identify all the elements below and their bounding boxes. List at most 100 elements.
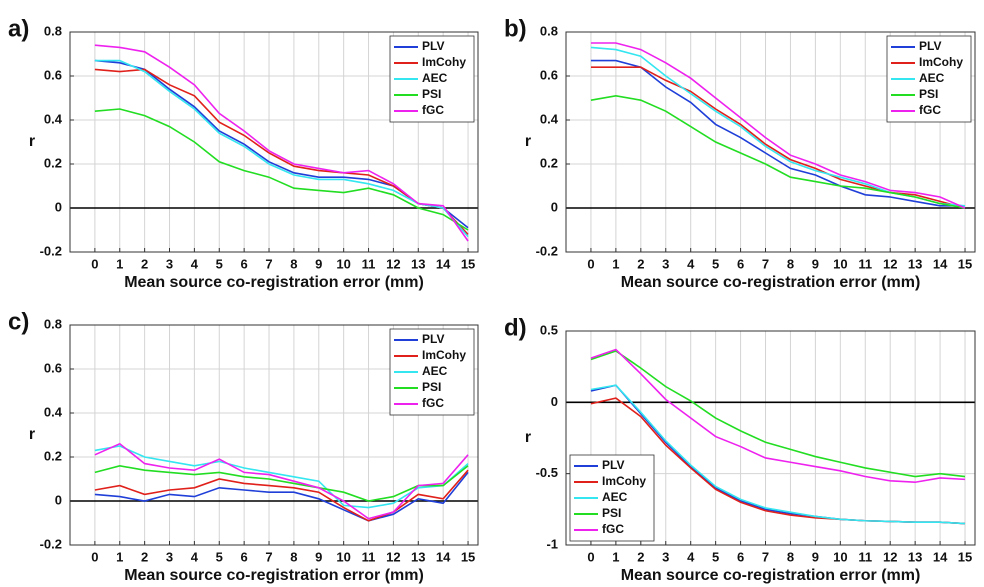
x-tick-label: 13 xyxy=(908,549,922,564)
subplot: -0.200.20.40.60.80 1 2 3 4 5 6 7 8 9 10 11 12 13 14 15b… xyxy=(504,15,976,291)
x-tick-label: 12 xyxy=(386,549,400,564)
legend-label: ImCohy xyxy=(602,474,646,488)
x-tick-label: 8 xyxy=(290,256,297,271)
x-tick-label: 3 xyxy=(166,549,173,564)
subplot: -1-0.500.50 1 2 3 4 5 6 7 8 9 10 11 12 13 14 15d)rMean … xyxy=(504,314,976,584)
x-tick-label: 9 xyxy=(812,256,819,271)
y-tick-label: -1 xyxy=(546,536,558,551)
x-tick-label: 1 xyxy=(612,549,619,564)
x-tick-label: 11 xyxy=(858,256,872,271)
x-tick-label: 3 xyxy=(166,256,173,271)
x-tick-label: 6 xyxy=(241,549,248,564)
legend-label: PSI xyxy=(602,506,621,520)
y-tick-label: 0.6 xyxy=(44,67,62,82)
x-axis-label: Mean source co-registration error (mm) xyxy=(621,567,921,584)
x-tick-label: 0 xyxy=(91,549,98,564)
axes-frame xyxy=(69,31,479,253)
x-tick-label: 6 xyxy=(737,549,744,564)
legend-label: PSI xyxy=(422,87,441,101)
x-tick-label: 12 xyxy=(386,256,400,271)
series-line xyxy=(94,59,469,238)
series-line xyxy=(590,94,966,209)
subplot: -0.200.20.40.60.80 1 2 3 4 5 6 7 8 9 10 11 12 13 14 15a… xyxy=(8,15,479,291)
x-tick-label: 15 xyxy=(461,256,475,271)
legend-label: AEC xyxy=(919,71,945,85)
y-tick-label: 0 xyxy=(551,394,558,409)
x-tick-label: 4 xyxy=(191,549,199,564)
legend-label: ImCohy xyxy=(422,348,466,362)
x-tick-label: 14 xyxy=(436,256,451,271)
x-tick-label: 10 xyxy=(833,256,847,271)
axes-frame xyxy=(565,330,976,546)
legend: PLV ImCohy AEC PSI fGC xyxy=(569,454,655,542)
x-tick-label: 2 xyxy=(637,256,644,271)
y-tick-label: 0.4 xyxy=(44,404,63,419)
series-line xyxy=(94,445,469,509)
x-tick-label: 10 xyxy=(336,549,350,564)
legend-label: AEC xyxy=(422,71,448,85)
x-tick-label: 8 xyxy=(787,256,794,271)
y-tick-label: -0.2 xyxy=(40,243,62,258)
x-tick-label: 5 xyxy=(216,256,223,271)
x-tick-label: 11 xyxy=(858,549,872,564)
legend-label: ImCohy xyxy=(919,55,963,69)
series-line xyxy=(590,348,966,484)
y-tick-label: 0 xyxy=(55,199,62,214)
x-tick-label: 15 xyxy=(461,549,475,564)
x-tick-label: 12 xyxy=(883,256,897,271)
legend-label: PLV xyxy=(602,458,624,472)
x-tick-label: 12 xyxy=(883,549,897,564)
legend-label: fGC xyxy=(422,396,444,410)
legend-label: PSI xyxy=(422,380,441,394)
panel-label: d) xyxy=(504,314,527,341)
legend: PLV ImCohy AEC PSI fGC xyxy=(389,35,475,123)
axes-frame xyxy=(565,31,976,253)
series-line xyxy=(590,42,966,209)
x-axis-label: Mean source co-registration error (mm) xyxy=(124,274,424,291)
x-tick-label: 3 xyxy=(662,256,669,271)
x-tick-label: 13 xyxy=(411,256,425,271)
legend-label: PLV xyxy=(422,39,444,53)
legend-label: AEC xyxy=(422,364,448,378)
x-tick-label: 8 xyxy=(787,549,794,564)
series-line xyxy=(590,66,966,209)
series-line xyxy=(94,464,469,502)
series-line xyxy=(94,44,469,242)
x-tick-label: 15 xyxy=(958,256,972,271)
x-tick-label: 4 xyxy=(191,256,199,271)
y-axis-label: r xyxy=(525,429,531,446)
legend: PLV ImCohy AEC PSI fGC xyxy=(886,35,972,123)
legend-label: ImCohy xyxy=(422,55,466,69)
x-tick-label: 2 xyxy=(637,549,644,564)
legend-label: AEC xyxy=(602,490,628,504)
legend-label: fGC xyxy=(919,103,941,117)
x-tick-label: 1 xyxy=(116,549,123,564)
x-tick-label: 8 xyxy=(290,549,297,564)
x-tick-label: 11 xyxy=(362,256,376,271)
x-tick-label: 6 xyxy=(241,256,248,271)
series-line xyxy=(94,108,469,231)
x-axis-label: Mean source co-registration error (mm) xyxy=(621,274,921,291)
x-tick-label: 13 xyxy=(411,549,425,564)
x-tick-label: 10 xyxy=(336,256,350,271)
series-line xyxy=(94,469,469,522)
x-tick-label: 7 xyxy=(265,549,272,564)
y-tick-label: 0.4 xyxy=(44,111,63,126)
x-tick-label: 10 xyxy=(833,549,847,564)
x-tick-label: 1 xyxy=(116,256,123,271)
series-line xyxy=(590,384,966,525)
subplot: -0.200.20.40.60.80 1 2 3 4 5 6 7 8 9 10 11 12 13 14 15c… xyxy=(8,308,479,584)
legend-label: PSI xyxy=(919,87,938,101)
y-tick-label: 0.4 xyxy=(540,111,559,126)
x-tick-label: 2 xyxy=(141,256,148,271)
y-tick-label: 0.2 xyxy=(44,448,62,463)
y-axis-label: r xyxy=(29,133,35,150)
x-axis-label: Mean source co-registration error (mm) xyxy=(124,567,424,584)
x-tick-label: 5 xyxy=(712,256,719,271)
y-tick-label: 0.6 xyxy=(44,360,62,375)
x-tick-label: 9 xyxy=(315,549,322,564)
x-tick-label: 2 xyxy=(141,549,148,564)
panel-label: a) xyxy=(8,15,29,42)
x-tick-label: 0 xyxy=(91,256,98,271)
